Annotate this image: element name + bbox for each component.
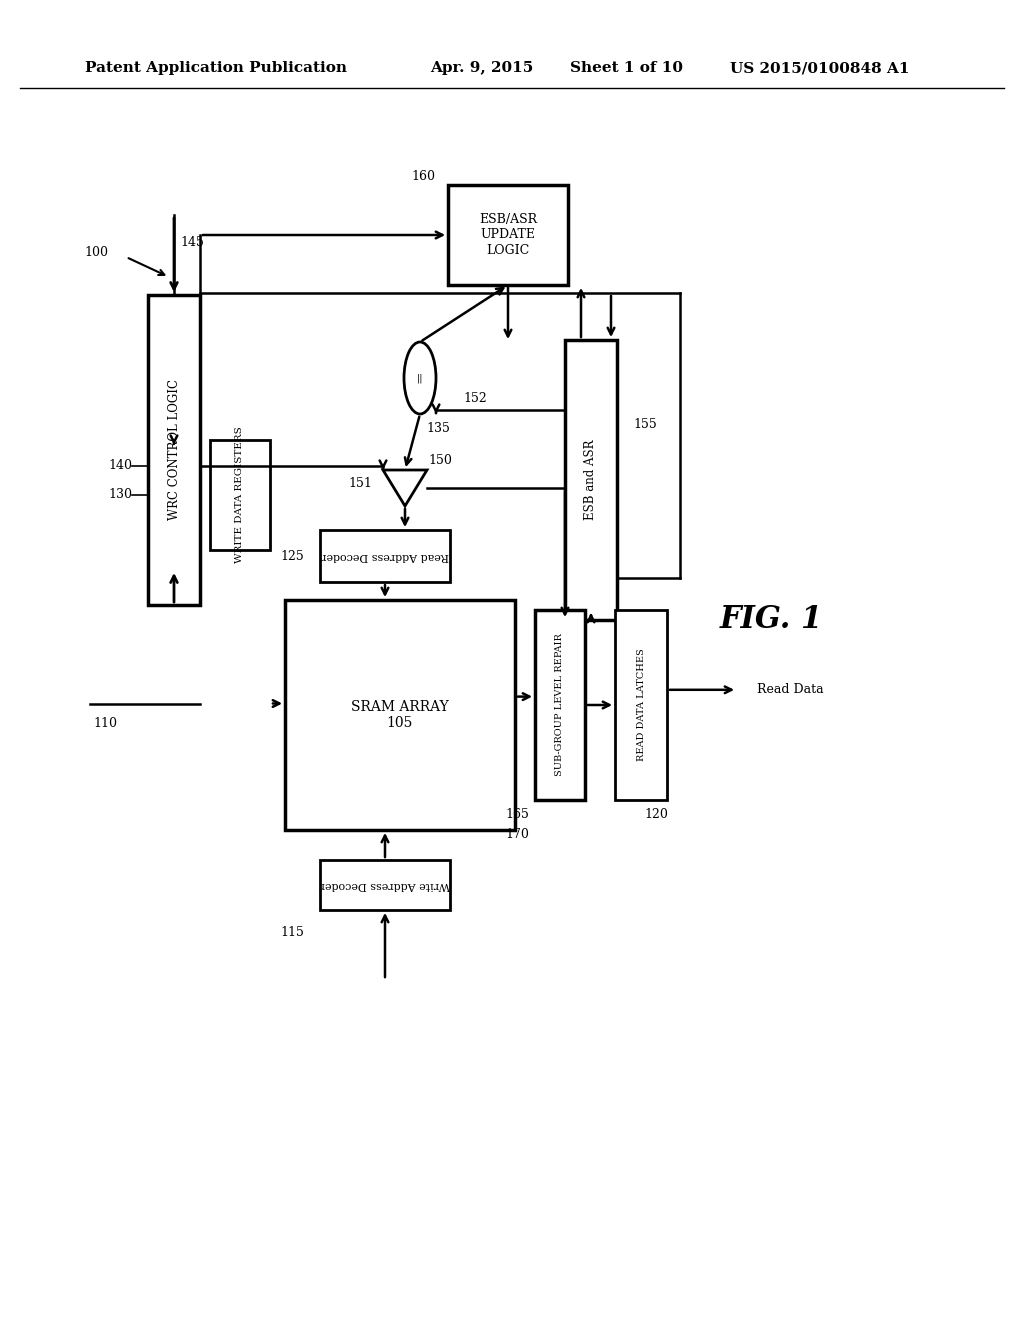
Text: ||: || bbox=[417, 374, 423, 383]
Text: READ DATA LATCHES: READ DATA LATCHES bbox=[637, 648, 645, 762]
Bar bbox=[535, 610, 585, 800]
Polygon shape bbox=[383, 470, 427, 506]
Bar bbox=[210, 440, 270, 550]
Text: 125: 125 bbox=[281, 549, 304, 562]
Text: 100: 100 bbox=[84, 247, 108, 260]
Text: WRITE DATA REGISTERS: WRITE DATA REGISTERS bbox=[236, 426, 245, 564]
Text: Sheet 1 of 10: Sheet 1 of 10 bbox=[570, 61, 683, 75]
Text: 130: 130 bbox=[108, 488, 132, 502]
Bar bbox=[285, 601, 515, 830]
Bar bbox=[319, 531, 450, 582]
Bar bbox=[615, 610, 667, 800]
Text: 120: 120 bbox=[644, 808, 668, 821]
Text: Read Data: Read Data bbox=[757, 684, 823, 697]
Text: 135: 135 bbox=[426, 421, 450, 434]
Text: ESB and ASR: ESB and ASR bbox=[585, 440, 597, 520]
Bar bbox=[319, 861, 450, 909]
Text: 160: 160 bbox=[411, 170, 435, 183]
Text: 152: 152 bbox=[463, 392, 486, 404]
Text: 145: 145 bbox=[180, 236, 204, 249]
Text: 165: 165 bbox=[505, 808, 529, 821]
Bar bbox=[449, 185, 568, 285]
Text: 151: 151 bbox=[348, 477, 372, 490]
Text: 115: 115 bbox=[280, 925, 304, 939]
Bar bbox=[148, 294, 200, 605]
Text: Read Address Decoder: Read Address Decoder bbox=[322, 550, 449, 561]
Text: 155: 155 bbox=[633, 417, 656, 430]
Text: Apr. 9, 2015: Apr. 9, 2015 bbox=[430, 61, 534, 75]
Text: Patent Application Publication: Patent Application Publication bbox=[85, 61, 347, 75]
Text: WRC CONTROL LOGIC: WRC CONTROL LOGIC bbox=[168, 380, 180, 520]
Text: US 2015/0100848 A1: US 2015/0100848 A1 bbox=[730, 61, 909, 75]
Text: 110: 110 bbox=[93, 717, 117, 730]
Text: Write Address Decoder: Write Address Decoder bbox=[319, 880, 451, 890]
Text: FIG. 1: FIG. 1 bbox=[720, 605, 823, 635]
Text: SRAM ARRAY
105: SRAM ARRAY 105 bbox=[351, 700, 449, 730]
Text: ESB/ASR
UPDATE
LOGIC: ESB/ASR UPDATE LOGIC bbox=[479, 214, 537, 256]
Text: 150: 150 bbox=[428, 454, 452, 466]
Text: 170: 170 bbox=[505, 829, 529, 842]
Text: SUB-GROUP LEVEL REPAIR: SUB-GROUP LEVEL REPAIR bbox=[555, 634, 564, 776]
Bar bbox=[565, 341, 617, 620]
Text: 140: 140 bbox=[108, 459, 132, 473]
